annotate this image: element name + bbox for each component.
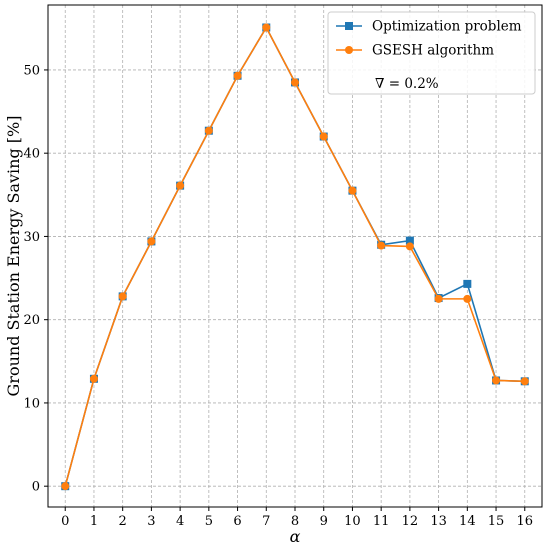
data-point-circle bbox=[204, 126, 213, 135]
y-tick-label: 20 bbox=[23, 313, 40, 328]
legend-note: ∇ = 0.2% bbox=[375, 76, 439, 92]
x-tick-label: 14 bbox=[459, 514, 476, 529]
x-tick-label: 6 bbox=[233, 514, 241, 529]
y-tick-label: 0 bbox=[32, 480, 40, 495]
data-point-circle bbox=[520, 377, 529, 386]
data-point-circle bbox=[377, 241, 386, 250]
x-tick-label: 3 bbox=[147, 514, 155, 529]
x-tick-label: 15 bbox=[488, 514, 505, 529]
y-tick-label: 50 bbox=[23, 63, 40, 78]
x-tick-label: 10 bbox=[344, 514, 361, 529]
data-point-square bbox=[405, 236, 414, 245]
legend-entries: Optimization problem GSESH algorithm bbox=[336, 19, 522, 59]
data-point-circle bbox=[319, 132, 328, 141]
data-point-circle bbox=[348, 186, 357, 195]
x-axis-label: α bbox=[290, 527, 301, 546]
x-tick-label: 9 bbox=[320, 514, 328, 529]
data-point-circle bbox=[291, 78, 299, 87]
data-point-circle bbox=[147, 237, 156, 246]
data-point-circle bbox=[233, 71, 242, 80]
x-tick-label: 8 bbox=[291, 514, 299, 529]
x-tick-label: 7 bbox=[262, 514, 270, 529]
grid bbox=[48, 5, 542, 507]
data-point-circle bbox=[405, 242, 414, 251]
legend-label: Optimization problem bbox=[372, 19, 522, 35]
x-tick-label: 11 bbox=[373, 514, 390, 529]
x-tick-label: 1 bbox=[90, 514, 98, 529]
legend-box bbox=[327, 11, 536, 95]
legend: Optimization problem GSESH algorithm ∇ = … bbox=[327, 11, 536, 95]
x-tick-label: 12 bbox=[402, 514, 419, 529]
series-layer bbox=[61, 23, 529, 491]
y-axis-label: Ground Station Energy Saving [%] bbox=[4, 116, 23, 397]
y-tick-label: 30 bbox=[23, 230, 40, 245]
data-point-circle bbox=[434, 294, 443, 303]
x-tick-label: 4 bbox=[176, 514, 184, 529]
data-point-circle bbox=[89, 374, 98, 383]
y-tick-label: 40 bbox=[23, 147, 40, 162]
data-point-circle bbox=[463, 294, 472, 303]
data-point-circle bbox=[61, 482, 70, 491]
data-point-circle bbox=[492, 376, 501, 385]
data-point-circle bbox=[176, 181, 185, 190]
data-point-circle bbox=[118, 292, 127, 301]
y-tick-label: 10 bbox=[23, 396, 40, 411]
legend-marker-circle bbox=[345, 46, 353, 54]
data-point-circle bbox=[262, 23, 271, 32]
legend-marker-square bbox=[345, 22, 353, 30]
legend-label: GSESH algorithm bbox=[372, 43, 494, 59]
x-tick-label: 13 bbox=[430, 514, 447, 529]
data-point-square bbox=[463, 279, 472, 288]
x-tick-label: 5 bbox=[205, 514, 213, 529]
x-tick-label: 16 bbox=[516, 514, 533, 529]
x-tick-label: 2 bbox=[119, 514, 127, 529]
x-tick-label: 0 bbox=[61, 514, 69, 529]
